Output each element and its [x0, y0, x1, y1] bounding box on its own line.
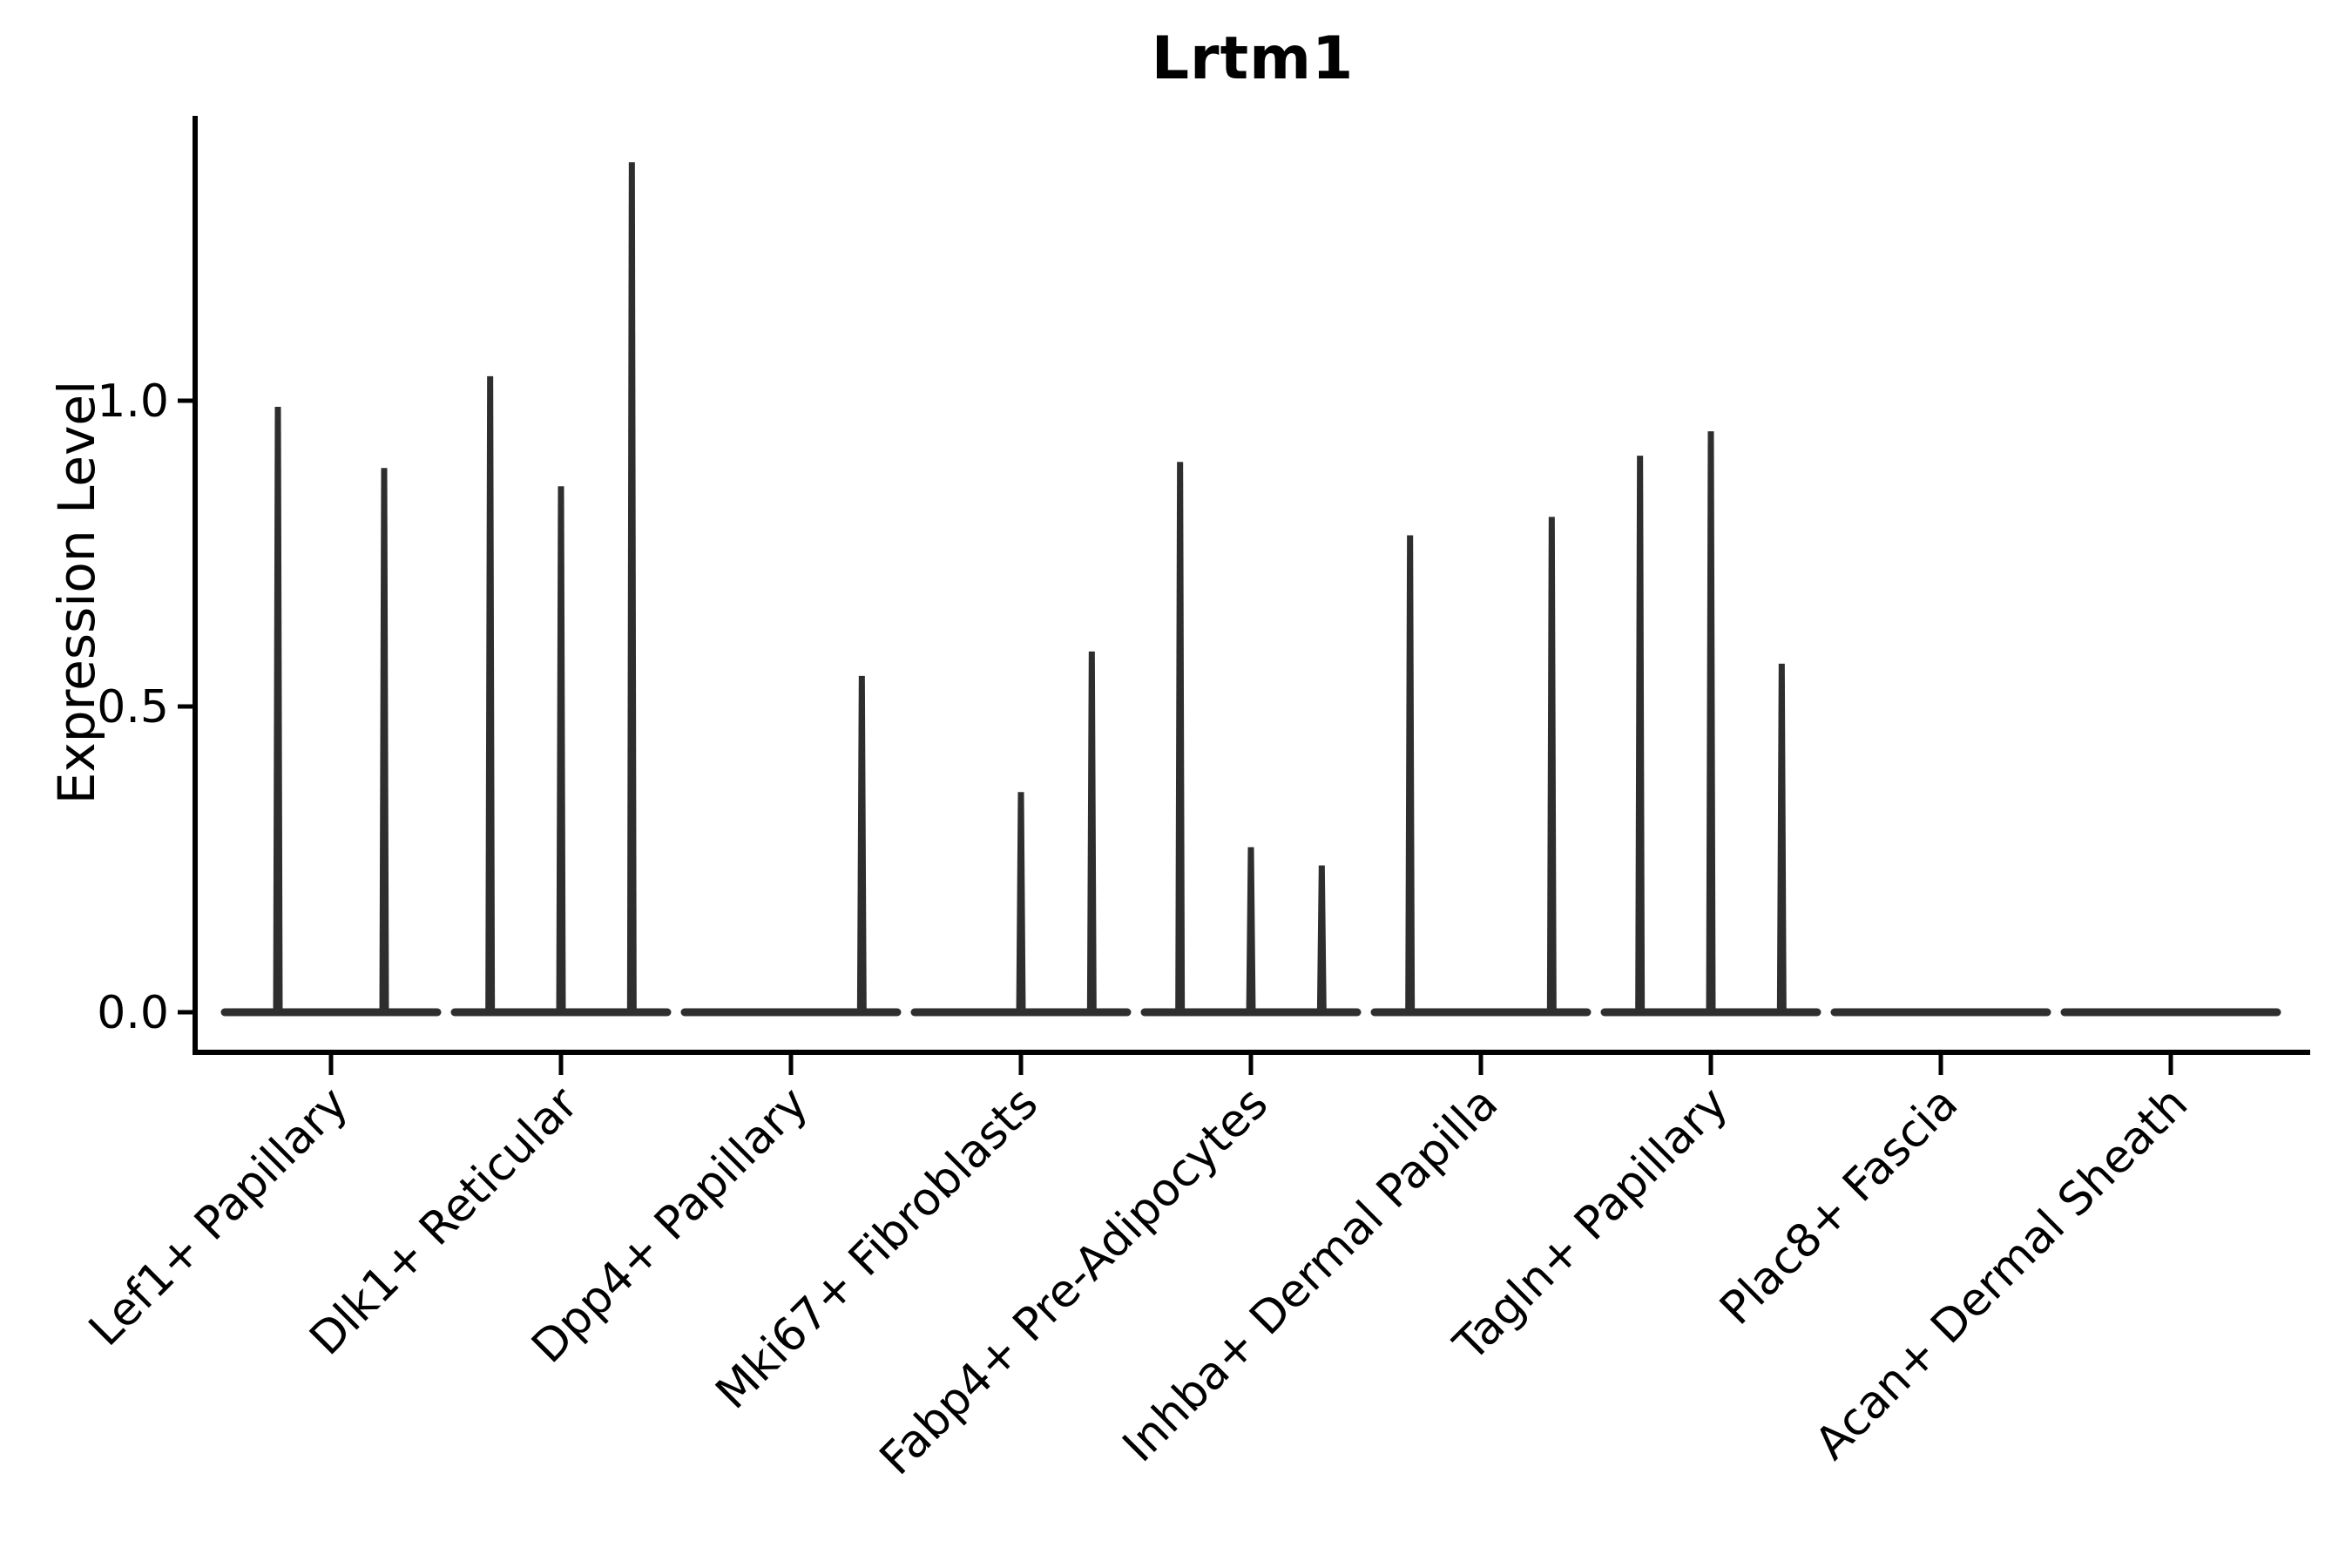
x-category-label: Acan+ Dermal Sheath	[1806, 1078, 2199, 1470]
violin-spike	[379, 468, 389, 1014]
violin-spike	[1776, 663, 1787, 1014]
y-tick-label: 0.0	[97, 987, 169, 1039]
violin-spike	[485, 375, 496, 1014]
violin-spike	[1086, 651, 1097, 1014]
violin-spike	[1316, 865, 1327, 1014]
violin-spike	[856, 675, 867, 1014]
violin-spike	[1016, 792, 1026, 1014]
y-tick-label: 0.5	[97, 681, 169, 733]
plot-title: Lrtm1	[1151, 24, 1355, 93]
violin-spike	[1635, 456, 1646, 1014]
x-category-label: Fabp4+ Pre-Adipocytes	[870, 1078, 1278, 1485]
y-tick-label: 1.0	[97, 375, 169, 428]
violin-spike	[1546, 517, 1557, 1014]
violin-spike	[1246, 847, 1256, 1014]
violin-spike	[1405, 535, 1416, 1014]
violin-spike	[1706, 431, 1716, 1015]
violin-spike	[273, 407, 283, 1014]
violin-spike	[626, 162, 637, 1015]
x-category-label: Inhba+ Dermal Papilla	[1113, 1078, 1508, 1472]
violin-spike	[556, 486, 566, 1014]
violin-spike	[1175, 462, 1186, 1014]
x-category-label: Plac8+ Fascia	[1710, 1078, 1968, 1335]
